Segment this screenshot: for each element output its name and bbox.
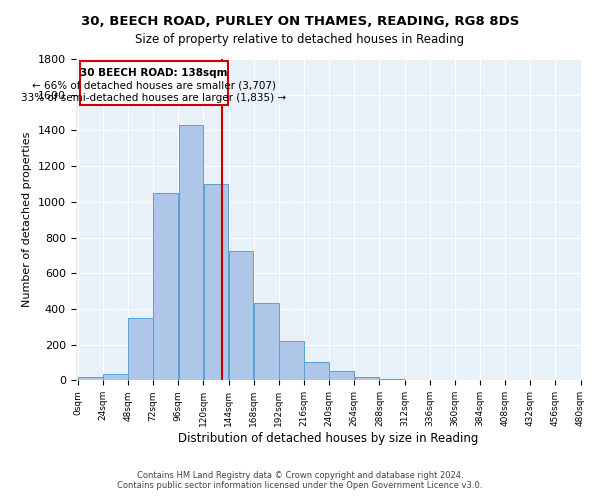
Text: 30 BEECH ROAD: 138sqm: 30 BEECH ROAD: 138sqm: [80, 68, 227, 78]
Bar: [279, 341, 304, 380]
Bar: [304, 362, 329, 380]
FancyBboxPatch shape: [80, 61, 227, 104]
Y-axis label: Number of detached properties: Number of detached properties: [22, 132, 32, 308]
Bar: [355, 377, 379, 380]
Text: Contains HM Land Registry data © Crown copyright and database right 2024.
Contai: Contains HM Land Registry data © Crown c…: [118, 470, 482, 490]
Bar: [179, 125, 203, 380]
Bar: [204, 184, 229, 380]
Bar: [329, 370, 354, 380]
Bar: [254, 302, 278, 380]
Bar: [229, 251, 253, 380]
Text: 30, BEECH ROAD, PURLEY ON THAMES, READING, RG8 8DS: 30, BEECH ROAD, PURLEY ON THAMES, READIN…: [81, 15, 519, 28]
Bar: [78, 377, 103, 380]
Text: ← 66% of detached houses are smaller (3,707): ← 66% of detached houses are smaller (3,…: [32, 80, 276, 90]
Bar: [154, 193, 178, 380]
Text: 33% of semi-detached houses are larger (1,835) →: 33% of semi-detached houses are larger (…: [21, 93, 286, 103]
X-axis label: Distribution of detached houses by size in Reading: Distribution of detached houses by size …: [178, 432, 478, 445]
Bar: [103, 374, 128, 380]
Bar: [128, 318, 153, 380]
Text: Size of property relative to detached houses in Reading: Size of property relative to detached ho…: [136, 32, 464, 46]
